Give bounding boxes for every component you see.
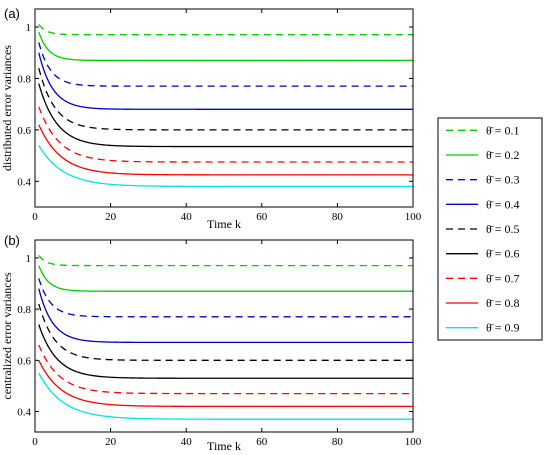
series-line-08 (38, 124, 413, 176)
legend-label: θ̄ = 0.2 (486, 148, 520, 162)
panel-label: (a) (4, 6, 20, 21)
series-line-07 (38, 344, 413, 395)
series-line-01 (38, 24, 413, 36)
plot-area-frame (34, 239, 414, 433)
y-tick-label: 1 (26, 253, 32, 265)
x-axis-label: Time k (207, 217, 241, 231)
x-tick-label: 20 (105, 436, 117, 448)
series-line-04 (38, 288, 413, 344)
y-axis-label: centralized error variances (0, 272, 14, 400)
series-line-08 (38, 360, 413, 408)
x-tick-label: 0 (32, 436, 38, 448)
y-tick-label: 0.6 (17, 355, 31, 367)
y-tick-label: 0.6 (17, 125, 31, 137)
legend-label: θ̄ = 0.4 (486, 197, 520, 211)
panel-label: (b) (4, 233, 20, 248)
series-line-09 (38, 144, 413, 188)
x-tick-label: 80 (332, 436, 344, 448)
legend: θ̄ = 0.1 θ̄ = 0.2 θ̄ = 0.3 θ̄ = 0.4 θ̄ = 0.5… (437, 117, 543, 341)
series-line-03 (38, 278, 413, 318)
y-axis-label: distributed error variances (0, 45, 14, 171)
legend-label: θ̄ = 0.7 (486, 271, 520, 285)
plot-area-frame (34, 8, 414, 208)
y-tick-label: 0.4 (17, 176, 31, 188)
y-tick-label: 0.8 (17, 73, 31, 85)
x-tick-label: 40 (181, 211, 193, 223)
legend-label: θ̄ = 0.6 (486, 247, 520, 261)
x-tick-label: 60 (256, 211, 268, 223)
series-line-02 (38, 265, 413, 292)
series-line-06 (38, 324, 413, 379)
x-tick-label: 20 (105, 211, 117, 223)
legend-label: θ̄ = 0.3 (486, 173, 520, 187)
series-line-07 (38, 106, 413, 163)
chart-panel-b: 0 20 40 60 80 100 0.4 0.6 0.8 1 Time k centralized … (0, 233, 422, 453)
x-tick-label: 40 (181, 436, 193, 448)
x-tick-label: 80 (332, 211, 344, 223)
series-line-05 (38, 67, 413, 131)
series-line-01 (38, 254, 413, 267)
series-line-09 (38, 372, 413, 420)
series-line-04 (38, 52, 413, 110)
x-axis-label: Time k (207, 439, 241, 453)
x-tick-label: 60 (256, 436, 268, 448)
legend-label: θ̄ = 0.8 (486, 296, 520, 310)
legend-label: θ̄ = 0.5 (486, 222, 520, 236)
x-tick-label: 100 (405, 211, 422, 223)
y-tick-label: 0.4 (17, 407, 31, 419)
x-tick-label: 100 (405, 436, 422, 448)
chart-panel-a: 0 20 40 60 80 100 0.4 0.6 0.8 1 Time k distributed … (0, 6, 422, 231)
series-line-06 (38, 83, 413, 148)
legend-label: θ̄ = 0.9 (486, 321, 520, 335)
series-line-02 (38, 31, 413, 62)
x-tick-label: 0 (32, 211, 38, 223)
series-line-03 (38, 42, 413, 87)
y-tick-label: 0.8 (17, 304, 31, 316)
series-line-05 (38, 303, 413, 361)
legend-label: θ̄ = 0.1 (486, 123, 520, 137)
y-tick-label: 1 (26, 22, 32, 34)
